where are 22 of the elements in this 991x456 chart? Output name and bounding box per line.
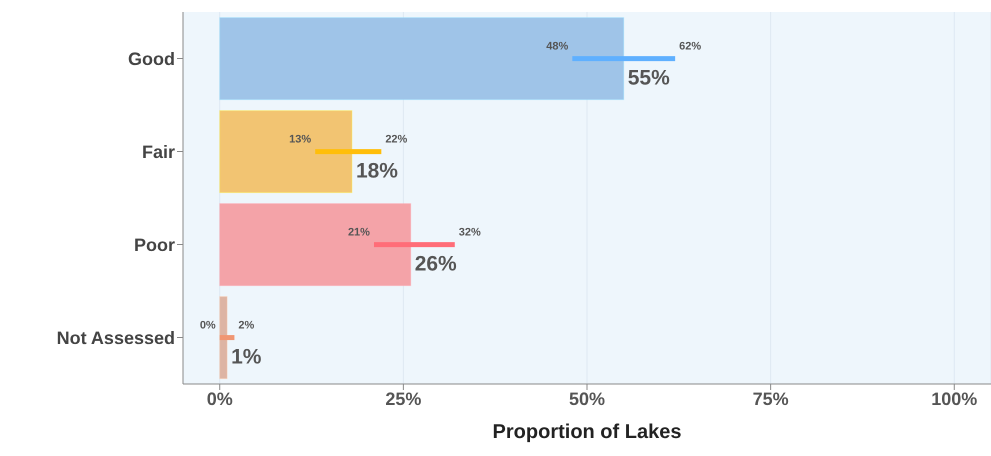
x-tick-label: 0% (206, 388, 233, 409)
annotation: 21% (348, 226, 370, 238)
annotation: 62% (679, 40, 702, 52)
annotation: 0% (200, 320, 216, 332)
x-tick-label: 50% (568, 388, 606, 409)
x-tick-label: 75% (752, 388, 789, 409)
y-tick-label: Good (128, 48, 175, 69)
x-tick-label: 100% (931, 388, 978, 409)
y-tick-label: Poor (134, 234, 175, 255)
data-label: 1% (231, 346, 262, 369)
x-axis-title: Proportion of Lakes (492, 421, 682, 443)
annotation: 48% (546, 40, 569, 52)
annotation: 2% (238, 320, 255, 332)
data-label: 55% (628, 66, 670, 90)
y-tick-label: Not Assessed (56, 328, 175, 348)
annotation: 13% (289, 134, 312, 146)
data-label: 18% (356, 160, 398, 183)
annotation: 22% (385, 134, 408, 146)
annotation: 32% (458, 226, 482, 238)
x-tick-label: 25% (385, 388, 422, 409)
data-label: 26% (414, 252, 458, 276)
y-tick-label: Fair (142, 142, 175, 162)
